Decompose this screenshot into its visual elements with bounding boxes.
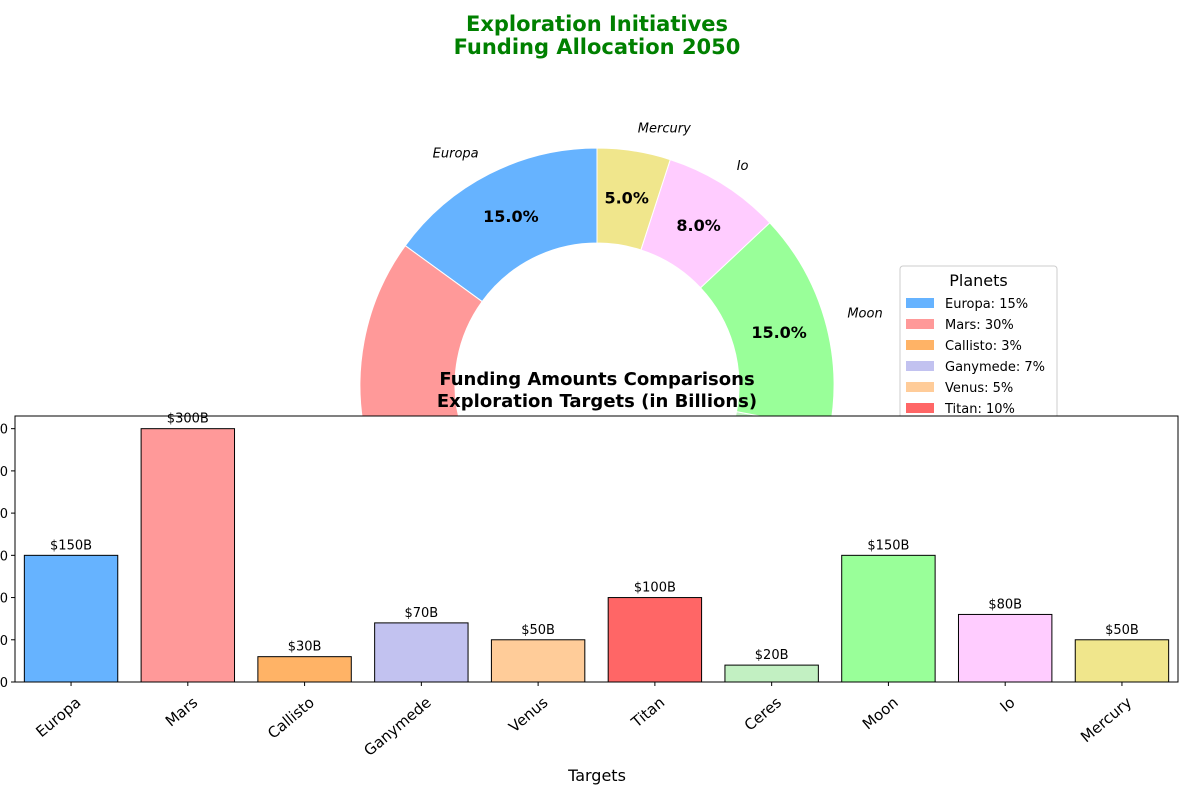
bar-axes-frame	[14, 415, 1179, 683]
bar-mars	[140, 428, 236, 683]
x-tick-label-mercury: Mercury	[1077, 693, 1135, 746]
y-tick-label: 300	[0, 423, 8, 438]
bar-venus	[490, 639, 586, 683]
legend-swatch-mars	[906, 319, 934, 329]
bar-titan	[607, 597, 703, 683]
bar-value-label-callisto: $30B	[288, 640, 322, 655]
x-tick-label-moon: Moon	[859, 693, 902, 733]
bar-ceres	[724, 664, 819, 683]
bar-value-label-europa: $150B	[50, 538, 92, 553]
bar-callisto	[257, 656, 352, 683]
x-tick-label-io: Io	[997, 693, 1019, 716]
legend-entry-titan: Titan: 10%	[944, 402, 1015, 417]
donut-category-label-europa: Europa	[433, 147, 479, 162]
bar-value-label-mercury: $50B	[1105, 623, 1139, 638]
x-tick-label-venus: Venus	[505, 693, 551, 736]
bar-ganymede	[374, 622, 469, 683]
bars	[23, 428, 1170, 683]
donut-legend: Planets Europa: 15% Mars: 30% Callisto: 3%…	[899, 265, 1058, 427]
y-tick-label: 50	[0, 634, 8, 649]
bar-value-label-venus: $50B	[521, 623, 555, 638]
bar-title-line1: Funding Amounts Comparisons	[439, 369, 754, 390]
bar-value-label-mars: $300B	[167, 412, 209, 427]
bar-mercury	[1074, 639, 1170, 683]
legend-entry-callisto: Callisto: 3%	[945, 339, 1022, 354]
legend-entry-mars: Mars: 30%	[945, 318, 1014, 333]
x-tick-label-ceres: Ceres	[741, 693, 785, 734]
bar-value-label-moon: $150B	[867, 538, 909, 553]
y-tick-label: 100	[0, 592, 8, 607]
donut-percent-label-mercury: 5.0%	[604, 189, 648, 208]
donut-percent-label-io: 8.0%	[676, 216, 720, 235]
donut-percent-label-moon: 15.0%	[751, 323, 807, 342]
legend-entry-venus: Venus: 5%	[945, 381, 1013, 396]
bar-value-label-ceres: $20B	[755, 648, 789, 663]
bar-moon	[841, 554, 936, 683]
legend-swatch-callisto	[906, 340, 934, 350]
legend-swatch-europa	[906, 298, 934, 308]
donut-category-label-io: Io	[737, 159, 749, 174]
figure-title-line2: Funding Allocation 2050	[454, 35, 741, 59]
bar-value-labels: $150B $300B $30B $70B $50B $100B $20B $150B $80B…	[50, 412, 1139, 663]
bar-y-ticks: 0 50 100 150 200 250 300	[0, 423, 15, 691]
bar-europa	[23, 554, 119, 683]
donut-percent-label-europa: 15.0%	[483, 207, 539, 226]
y-tick-label: 0	[0, 676, 8, 691]
x-tick-label-mars: Mars	[162, 693, 201, 730]
figure-title-line1: Exploration Initiatives	[466, 12, 728, 36]
bar-io	[957, 613, 1053, 683]
legend-swatch-ganymede	[906, 361, 934, 371]
y-tick-label: 150	[0, 549, 8, 564]
bar-x-ticks: Europa Mars Callisto Ganymede Venus Titan Cere…	[32, 682, 1135, 760]
bar-x-axis-label: Targets	[567, 766, 626, 785]
bar-value-label-ganymede: $70B	[404, 606, 438, 621]
bar-value-label-titan: $100B	[634, 581, 676, 596]
x-tick-label-titan: Titan	[627, 693, 668, 732]
donut-category-label-moon: Moon	[847, 306, 882, 321]
legend-swatch-venus	[906, 382, 934, 392]
bar-title-line2: Exploration Targets (in Billions)	[437, 391, 757, 412]
legend-title: Planets	[949, 271, 1008, 290]
donut-wedge-mercury	[596, 147, 671, 251]
bar-chart: 0 50 100 150 200 250 300 $150B $300B $30B $70B $50…	[0, 369, 1179, 785]
legend-entry-ganymede: Ganymede: 7%	[945, 360, 1045, 375]
y-tick-label: 250	[0, 465, 8, 480]
bar-value-label-io: $80B	[988, 597, 1022, 612]
legend-entry-europa: Europa: 15%	[945, 297, 1028, 312]
x-tick-label-callisto: Callisto	[264, 693, 318, 742]
y-tick-label: 200	[0, 507, 8, 522]
legend-entries: Europa: 15% Mars: 30% Callisto: 3% Ganymede…	[906, 297, 1045, 417]
donut-category-label-mercury: Mercury	[638, 122, 691, 137]
x-tick-label-europa: Europa	[32, 693, 84, 741]
x-tick-label-ganymede: Ganymede	[360, 693, 434, 759]
legend-swatch-titan	[906, 403, 934, 413]
